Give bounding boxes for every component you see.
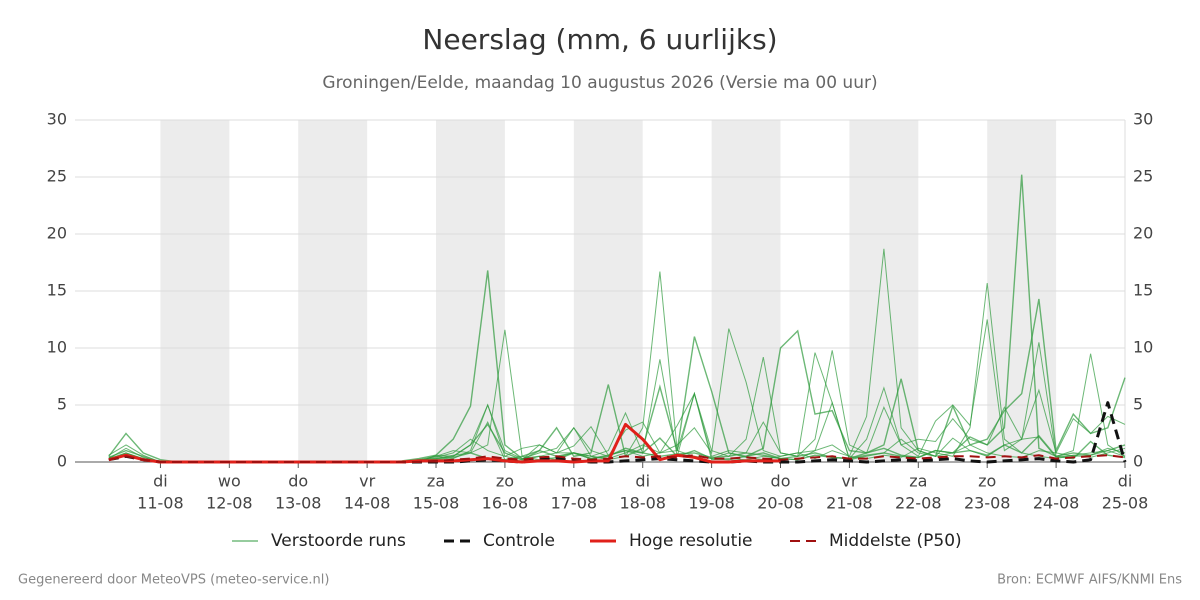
footer-left: Gegenereerd door MeteoVPS (meteo-service… xyxy=(18,573,329,588)
y2-tick-label: 5 xyxy=(1133,395,1143,414)
y-tick-label: 20 xyxy=(47,224,67,243)
x-tick-label: 15-08 xyxy=(413,494,460,513)
x-tick-label: 25-08 xyxy=(1102,494,1149,513)
series-line xyxy=(108,401,1127,464)
legend-label: Verstoorde runs xyxy=(271,531,406,551)
y2-tick-label: 25 xyxy=(1133,167,1153,186)
x-tick-label: 20-08 xyxy=(757,494,804,513)
y-tick-label: 15 xyxy=(47,281,67,300)
x-tick-label: 21-08 xyxy=(826,494,873,513)
y-tick-label: 5 xyxy=(57,395,67,414)
legend-label: Controle xyxy=(483,531,555,551)
y-tick-label: 0 xyxy=(57,452,67,471)
x-tick-day: wo xyxy=(700,472,723,491)
x-tick-day: zo xyxy=(978,472,996,491)
legend-label: Middelste (P50) xyxy=(829,531,962,551)
x-tick-day: di xyxy=(153,472,168,491)
y2-tick-label: 20 xyxy=(1133,224,1153,243)
series-line xyxy=(108,454,1126,463)
x-tick-day: za xyxy=(909,472,927,491)
footer-right: Bron: ECMWF AIFS/KNMI Ens xyxy=(997,573,1182,588)
x-tick-label: 13-08 xyxy=(275,494,322,513)
x-tick-day: di xyxy=(635,472,650,491)
x-tick-day: ma xyxy=(1043,472,1068,491)
y-tick-label: 10 xyxy=(47,338,67,357)
x-tick-day: ma xyxy=(561,472,586,491)
legend-label: Hoge resolutie xyxy=(629,531,753,551)
x-tick-label: 11-08 xyxy=(137,494,184,513)
x-tick-day: do xyxy=(288,472,308,491)
x-tick-day: vr xyxy=(841,472,857,491)
x-tick-label: 19-08 xyxy=(688,494,735,513)
x-tick-label: 23-08 xyxy=(964,494,1011,513)
y-tick-label: 30 xyxy=(47,110,67,129)
x-tick-label: 14-08 xyxy=(344,494,391,513)
x-tick-label: 12-08 xyxy=(206,494,253,513)
chart-subtitle: Groningen/Eelde, maandag 10 augustus 202… xyxy=(322,73,877,93)
x-tick-label: 16-08 xyxy=(482,494,529,513)
y2-tick-label: 15 xyxy=(1133,281,1153,300)
x-tick-label: 24-08 xyxy=(1033,494,1080,513)
x-tick-day: vr xyxy=(359,472,375,491)
x-tick-day: di xyxy=(1118,472,1133,491)
y2-tick-label: 10 xyxy=(1133,338,1153,357)
x-tick-label: 17-08 xyxy=(551,494,598,513)
y2-tick-label: 0 xyxy=(1133,452,1143,471)
chart-title: Neerslag (mm, 6 uurlijks) xyxy=(422,23,777,56)
x-tick-day: za xyxy=(427,472,445,491)
x-tick-day: zo xyxy=(496,472,514,491)
x-tick-label: 18-08 xyxy=(619,494,666,513)
x-tick-day: do xyxy=(771,472,791,491)
x-tick-day: wo xyxy=(218,472,241,491)
x-tick-label: 22-08 xyxy=(895,494,942,513)
y-tick-label: 25 xyxy=(47,167,67,186)
y2-tick-label: 30 xyxy=(1133,110,1153,129)
